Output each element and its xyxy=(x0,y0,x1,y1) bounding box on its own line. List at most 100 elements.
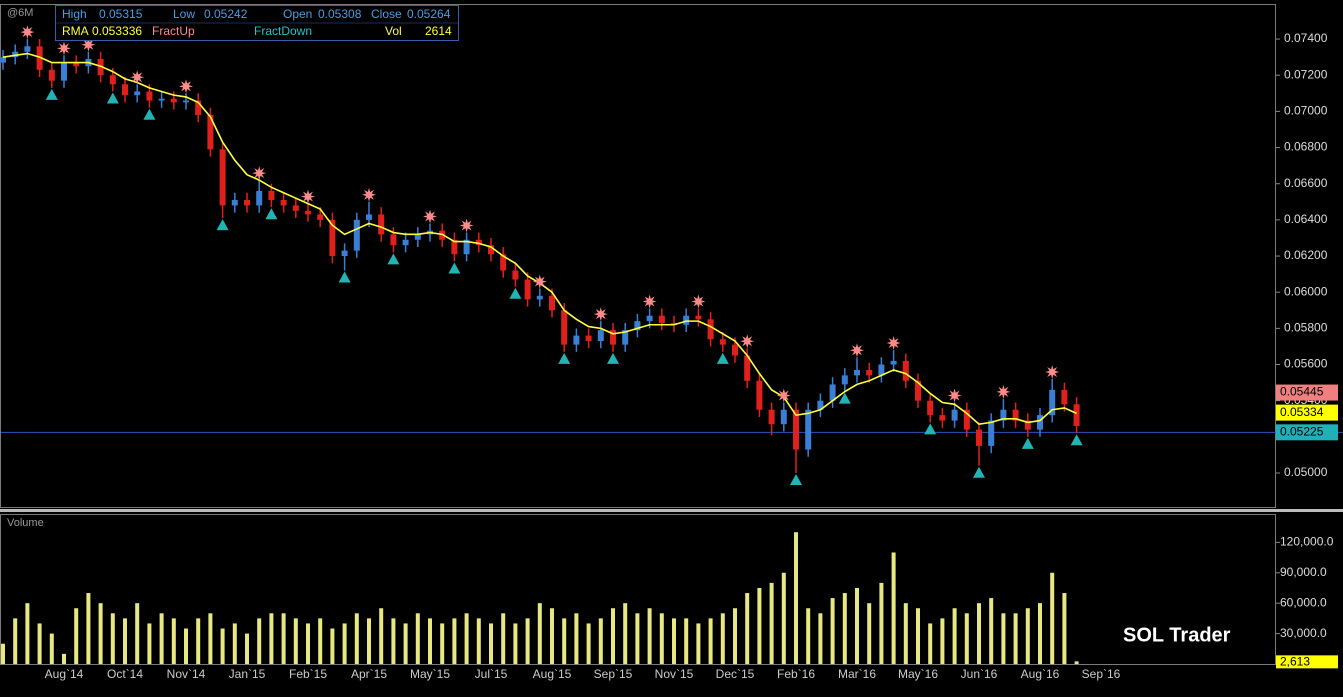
candle-body xyxy=(463,239,470,255)
volume-bar xyxy=(1,643,5,664)
candle-body xyxy=(744,355,751,381)
fractal-up xyxy=(1045,364,1060,379)
price-badge-label: 0.05445 xyxy=(1280,385,1324,399)
candle-body xyxy=(841,375,848,385)
fractal-down xyxy=(838,392,851,404)
volume-bar xyxy=(1062,593,1067,664)
candle-body xyxy=(292,205,299,211)
price-badge-label: 0.05225 xyxy=(1280,424,1324,438)
volume-bar xyxy=(537,603,542,664)
candle-body xyxy=(158,98,165,101)
volume-bar xyxy=(501,613,506,664)
volume-panel-border xyxy=(0,514,1276,665)
y-tick-label: 0.05000 xyxy=(1284,465,1328,479)
candle-body xyxy=(732,344,738,356)
volume-bar xyxy=(928,623,933,664)
volume-bar xyxy=(708,618,713,664)
status-label: High xyxy=(62,7,87,21)
candle-body xyxy=(805,409,812,450)
y-tick-label: 0.06000 xyxy=(1284,284,1328,298)
volume-bar xyxy=(391,618,396,664)
candle-body xyxy=(573,335,580,345)
candle-body xyxy=(951,409,958,421)
candle-body xyxy=(1012,409,1019,421)
fractal-up xyxy=(57,41,71,56)
volume-bar xyxy=(1074,661,1079,664)
volume-bar xyxy=(367,618,371,664)
fractal-up xyxy=(850,343,864,358)
legend-fractdown: FractDown xyxy=(254,24,312,38)
volume-bar xyxy=(611,608,615,664)
volume-bar xyxy=(659,613,664,664)
x-tick-label: Jul`15 xyxy=(475,667,508,681)
status-value: 0.05308 xyxy=(318,7,362,21)
volume-bar xyxy=(1013,613,1018,664)
candle-body xyxy=(195,100,202,116)
volume-bar xyxy=(964,613,969,664)
fractal-down xyxy=(1021,437,1034,449)
fractal-down xyxy=(973,466,985,478)
volume-bar xyxy=(403,623,408,664)
volume-bar xyxy=(1025,608,1030,664)
y-tick-label: 0.06200 xyxy=(1284,248,1328,262)
volume-bar xyxy=(745,593,750,664)
candle-body xyxy=(122,84,128,96)
candle-body xyxy=(927,400,934,416)
candle-body xyxy=(707,319,714,340)
fractal-up xyxy=(740,334,755,349)
candle-body xyxy=(902,360,909,381)
fractal-up xyxy=(642,294,657,309)
candle-body xyxy=(683,315,690,325)
volume-bar xyxy=(171,618,176,664)
y-tick-label: 0.05600 xyxy=(1284,357,1328,371)
status-value: 0.05264 xyxy=(407,7,451,21)
fractal-down xyxy=(265,208,278,220)
candle-body xyxy=(1037,415,1043,430)
volume-bar xyxy=(598,618,603,664)
x-tick-label: Aug`15 xyxy=(533,667,572,681)
y-tick-label: 0.06400 xyxy=(1284,212,1328,226)
fractal-up xyxy=(423,209,437,224)
candle-body xyxy=(1024,420,1031,430)
status-value: 0.05242 xyxy=(204,7,248,21)
candle-body xyxy=(24,46,31,52)
volume-bar xyxy=(855,587,859,664)
volume-bar xyxy=(159,613,164,664)
candle-body xyxy=(183,100,189,103)
fractal-down xyxy=(924,423,937,435)
candle-body xyxy=(280,199,287,206)
y-tick-label: 0.06600 xyxy=(1284,176,1328,190)
volume-bar xyxy=(232,623,237,664)
volume-bar xyxy=(647,608,652,664)
volume-bar xyxy=(281,613,286,664)
candle-body xyxy=(414,234,421,240)
fractal-up xyxy=(130,70,145,85)
fractal-up xyxy=(532,274,547,289)
price-badge xyxy=(1276,384,1338,401)
candle-body xyxy=(12,51,19,58)
fractal-up xyxy=(81,37,96,52)
status-label: Vol xyxy=(385,24,402,38)
x-tick-label: Oct`14 xyxy=(107,667,143,681)
candle-body xyxy=(915,380,921,401)
candle-body xyxy=(671,322,677,325)
x-tick-label: Jun`16 xyxy=(961,667,998,681)
candle-body xyxy=(378,214,385,235)
candle-body xyxy=(622,330,629,345)
volume-bar xyxy=(428,618,432,664)
fractal-up xyxy=(252,166,267,181)
y-tick-label: 90,000.0 xyxy=(1280,565,1327,579)
x-tick-label: Sep`15 xyxy=(594,667,633,681)
candle-body xyxy=(488,245,494,255)
candle-body xyxy=(780,409,787,425)
price-badge xyxy=(1276,404,1338,421)
candle-body xyxy=(890,360,897,365)
candle-body xyxy=(219,149,226,206)
y-tick-label: 0.06800 xyxy=(1284,140,1328,154)
candle-body xyxy=(451,239,458,255)
candle-body xyxy=(719,339,726,345)
volume-bar xyxy=(818,613,823,664)
volume-bar xyxy=(293,618,298,664)
